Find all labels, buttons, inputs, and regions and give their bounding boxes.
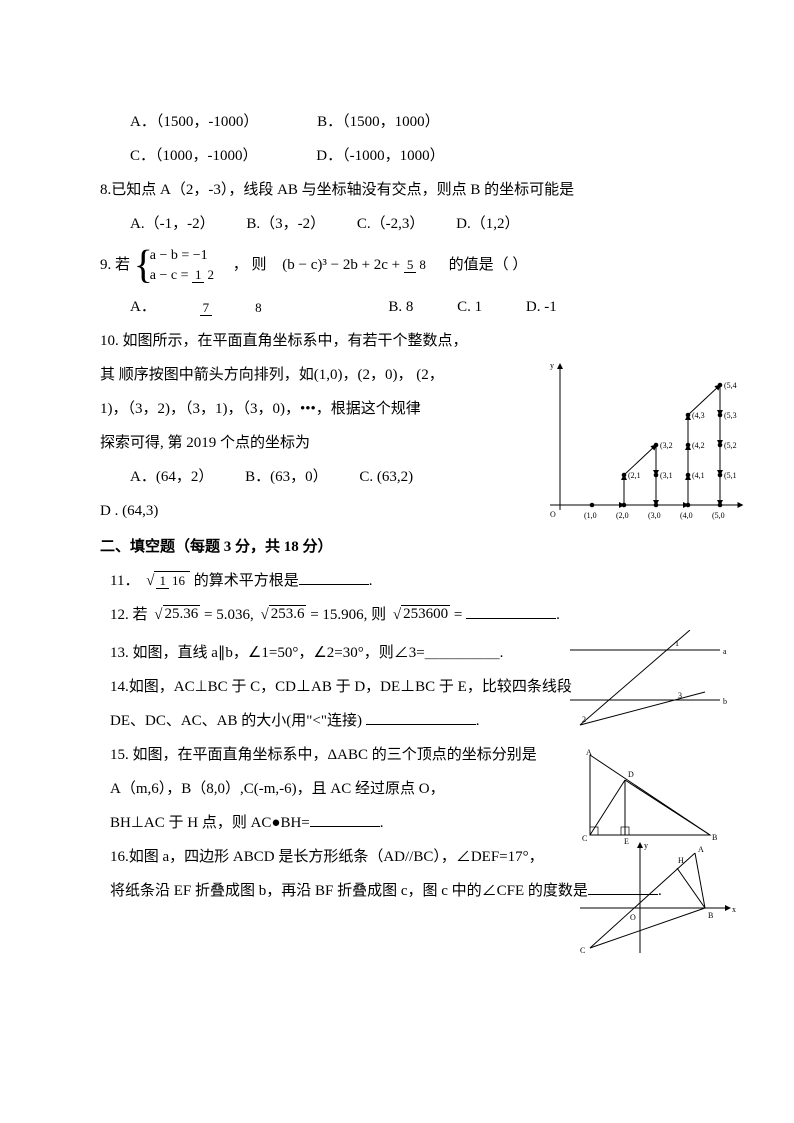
q14-figure: A B C D E [570, 745, 720, 845]
blank [299, 569, 369, 585]
q7-B: B．（1500，1000） [317, 114, 440, 130]
q7-D: D．（-1000，1000） [316, 148, 444, 164]
q13-figure: a b 1 2 3 [560, 630, 730, 730]
svg-text:(3,2: (3,2 [660, 441, 673, 450]
q7-options-row1: A．（1500，-1000） B．（1500，1000） [100, 110, 690, 134]
svg-text:O: O [630, 913, 636, 922]
svg-text:(4,2: (4,2 [692, 441, 705, 450]
q12: 12. 若 25.36 = 5.036, 253.6 = 15.906, 则 2… [100, 603, 690, 627]
svg-text:(2,0: (2,0 [616, 511, 629, 520]
svg-text:A: A [698, 845, 704, 854]
q10-C: C. (63,2) [359, 469, 413, 485]
q8-options: A.（-1，-2） B.（3，-2） C.（-2,3） D.（1,2） [100, 212, 690, 236]
svg-text:b: b [723, 697, 727, 706]
svg-text:(4,0: (4,0 [680, 511, 693, 520]
svg-text:(5,4: (5,4 [724, 381, 737, 390]
svg-text:(3,0: (3,0 [648, 511, 661, 520]
section2-title: 二、填空题（每题 3 分，共 18 分） [100, 535, 690, 559]
q11-sqrt: 116 [143, 569, 190, 593]
svg-text:C: C [580, 946, 585, 955]
q9-eq1: a − b = −1 [150, 246, 217, 266]
blank [310, 811, 380, 827]
q9-A: A． 78 [130, 299, 348, 315]
q9-B: B. 8 [388, 299, 413, 315]
q10-B: B．(63，0） [245, 469, 328, 485]
q7-C: C．（1000，-1000） [130, 148, 258, 164]
q8-A: A.（-1，-2） [130, 216, 215, 232]
q9-eq2: a − c = 12 [150, 266, 217, 286]
svg-text:D: D [628, 770, 634, 779]
q9-D: D. -1 [526, 299, 557, 315]
blank [466, 603, 556, 619]
svg-text:(5,3: (5,3 [724, 411, 737, 420]
q9-pre: 9. 若 [100, 257, 130, 273]
q8-stem: 8.已知点 A（2，-3），线段 AB 与坐标轴没有交点，则点 B 的坐标可能是 [100, 178, 690, 202]
svg-text:y: y [550, 361, 554, 370]
svg-text:(5,1: (5,1 [724, 471, 737, 480]
svg-text:(4,1: (4,1 [692, 471, 705, 480]
svg-text:B: B [708, 911, 713, 920]
q9-C: C. 1 [457, 299, 482, 315]
svg-text:(1,0: (1,0 [584, 511, 597, 520]
svg-text:1: 1 [675, 639, 679, 648]
q7-options-row2: C．（1000，-1000） D．（-1000，1000） [100, 144, 690, 168]
q15-figure: O x y A B C H [570, 838, 740, 958]
q10-A: A．(64，2） [130, 469, 213, 485]
svg-text:x: x [732, 905, 736, 914]
q9-expr: (b − c)³ − 2b + 2c + 58 [282, 257, 432, 273]
svg-text:(5,0: (5,0 [712, 511, 725, 520]
q11: 11． 116 的算术平方根是. [100, 569, 690, 593]
svg-text:H: H [678, 856, 684, 865]
q9-options: A． 78 B. 8 C. 1 D. -1 [100, 295, 690, 319]
svg-text:y: y [644, 841, 648, 850]
q7-A: A．（1500，-1000） [130, 114, 258, 130]
q8-B: B.（3，-2） [246, 216, 325, 232]
q8-C: C.（-2,3） [357, 216, 425, 232]
svg-text:a: a [723, 647, 727, 656]
q9-mid: ， 则 [233, 257, 267, 273]
q10-figure: Oy (1,0 (2,0 (3,0 (4,0 (5,0 (2,1 (3,1 (4,1 (5,1 (3… [540, 355, 750, 530]
svg-text:(5,2: (5,2 [724, 441, 737, 450]
blank [366, 709, 476, 725]
q9-system: a − b = −1 a − c = 12 [134, 246, 217, 285]
svg-text:(3,1: (3,1 [660, 471, 673, 480]
svg-text:2: 2 [582, 715, 586, 724]
q8-D: D.（1,2） [456, 216, 519, 232]
svg-text:O: O [550, 510, 556, 519]
svg-text:(4,3: (4,3 [692, 411, 705, 420]
svg-text:3: 3 [678, 691, 682, 700]
svg-text:(2,1: (2,1 [628, 471, 641, 480]
q9-tail: 的值是（ ） [449, 257, 528, 273]
q9-stem: 9. 若 a − b = −1 a − c = 12 ， 则 (b − c)³ … [100, 246, 690, 285]
svg-text:A: A [586, 748, 592, 757]
q10-l1: 10. 如图所示，在平面直角坐标系中，有若干个整数点， [100, 329, 690, 353]
